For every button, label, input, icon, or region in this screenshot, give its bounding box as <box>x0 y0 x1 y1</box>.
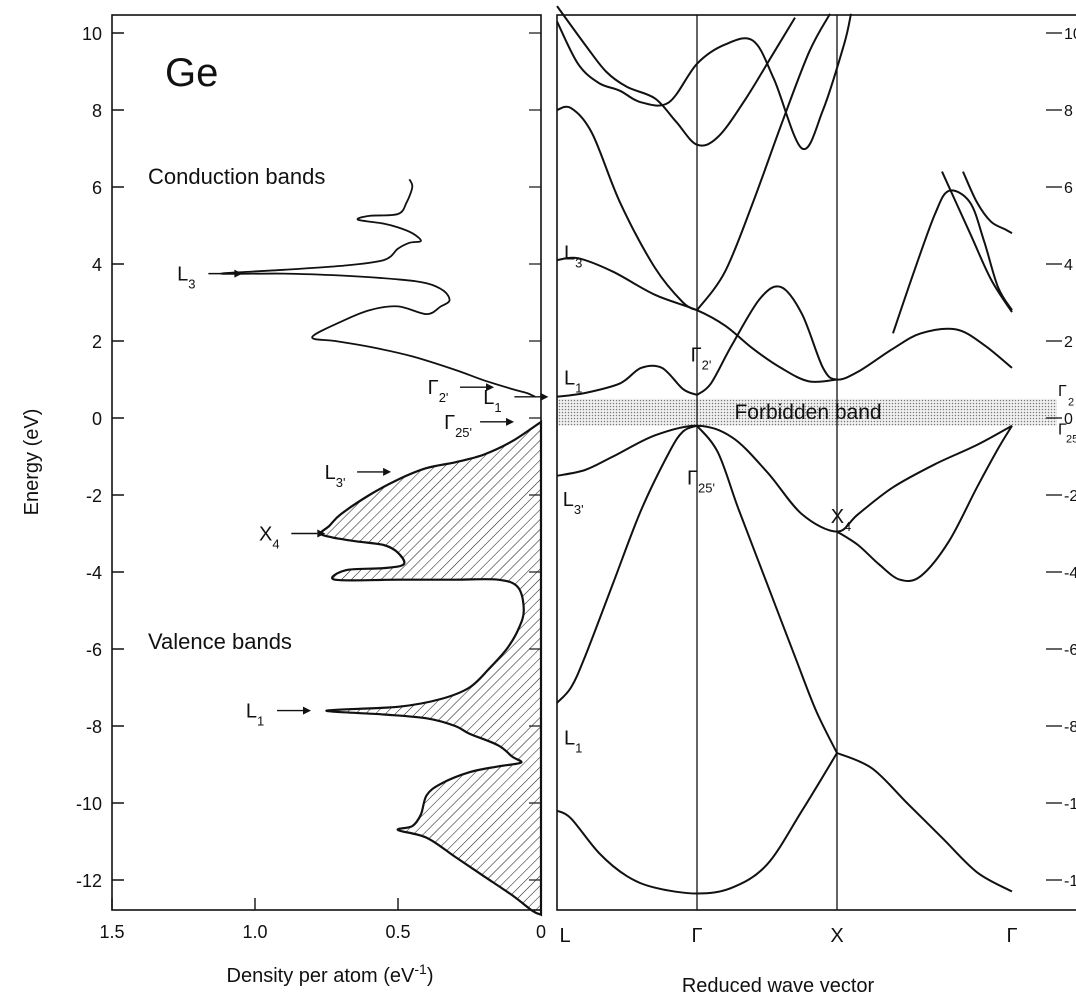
band-curves <box>556 5 1013 895</box>
band-right-tick-label: 2 <box>1064 334 1073 351</box>
dos-arrow-head <box>486 383 495 392</box>
dos-y-tick-label: -4 <box>86 563 102 583</box>
conduction-bands-label: Conduction bands <box>148 164 325 189</box>
y-axis-label: Energy (eV) <box>21 409 43 516</box>
dos-point-label: L1 <box>483 387 501 415</box>
valence-bands-label: Valence bands <box>148 629 292 654</box>
band-right-edge-label: Γ <box>1058 422 1067 439</box>
dos-arrow-head <box>303 706 311 715</box>
band-curve <box>556 752 838 895</box>
dos-y-tick-label: 10 <box>82 24 102 44</box>
band-curve <box>836 752 1013 893</box>
dos-x-tick-label: 1.5 <box>99 922 124 942</box>
band-right-edge-sub: 2 <box>1068 397 1074 409</box>
dos-y-tick-label: -2 <box>86 486 102 506</box>
band-curve <box>892 189 1013 334</box>
dos-y-axis: 10 8 6 4 2 0 -2 -4 -6 -8 -10 -12 <box>76 24 541 891</box>
dos-arrow-head <box>540 392 549 401</box>
band-right-tick-label: 8 <box>1064 103 1073 120</box>
band-point-label: L1 <box>564 728 582 756</box>
k-point-label: L <box>559 925 570 947</box>
dos-arrow-head <box>383 467 392 476</box>
dos-arrow-head <box>317 529 326 538</box>
dos-x-axis-label: Density per atom (eV-1) <box>227 961 434 987</box>
k-point-label: Γ <box>691 925 702 947</box>
dos-panel: 10 8 6 4 2 0 -2 -4 -6 -8 -10 -12 1.5 1.0 0.5 0 L3 Γ2' L1… <box>21 14 549 987</box>
band-panel-frame <box>556 14 1076 911</box>
band-right-tick-label: 10 <box>1064 26 1076 43</box>
band-annotations: L3 L1 Γ2' Γ25' L3' X4 L1 <box>563 242 852 755</box>
band-x-axis-label: Reduced wave vector <box>682 975 875 997</box>
dos-y-tick-label: 4 <box>92 255 102 275</box>
band-curve <box>962 171 1013 235</box>
dos-point-label: L3 <box>177 264 195 292</box>
dos-y-tick-label: 6 <box>92 178 102 198</box>
band-point-label: L3 <box>564 242 582 270</box>
dos-y-tick-label: -10 <box>76 794 102 814</box>
band-right-edge-sub: 25 <box>1066 433 1076 445</box>
dos-x-tick-label: 0 <box>536 922 546 942</box>
conduction-dos-curve <box>219 178 536 398</box>
band-right-tick-label: 4 <box>1064 257 1073 274</box>
band-right-tick-label: -6 <box>1064 642 1076 659</box>
dos-point-label: X4 <box>259 524 280 552</box>
band-right-tick-label: -10 <box>1064 796 1076 813</box>
dos-y-tick-label: -8 <box>86 717 102 737</box>
band-right-edge-label: Γ <box>1058 383 1067 400</box>
band-point-label: Γ25' <box>687 468 715 496</box>
band-curve <box>556 105 698 312</box>
band-right-tick-label: 6 <box>1064 180 1073 197</box>
dos-y-tick-label: 0 <box>92 409 102 429</box>
band-curve <box>556 424 1013 533</box>
dos-point-label: L3' <box>325 462 346 490</box>
valence-dos-area <box>319 419 543 917</box>
band-curve <box>941 171 1013 313</box>
band-curve <box>696 425 838 754</box>
forbidden-band-label: Forbidden band <box>734 401 881 424</box>
band-curve <box>556 424 698 704</box>
band-curve <box>556 364 698 398</box>
dos-point-label: Γ25' <box>444 412 472 440</box>
dos-arrow-head <box>506 417 515 426</box>
band-point-label: L3' <box>563 489 584 516</box>
band-right-tick-label: -2 <box>1064 488 1076 505</box>
band-right-tick-label: -8 <box>1064 719 1076 736</box>
band-point-label: L1 <box>564 368 582 396</box>
k-point-label: Γ <box>1006 925 1017 947</box>
dos-y-tick-label: -12 <box>76 871 102 891</box>
band-right-tick-label: 0 <box>1064 411 1073 428</box>
dos-x-axis: 1.5 1.0 0.5 0 <box>99 898 546 942</box>
band-curve <box>836 425 1013 583</box>
dos-y-tick-label: -6 <box>86 640 102 660</box>
dos-arrow-head <box>234 269 243 278</box>
element-label: Ge <box>165 51 218 95</box>
dos-y-tick-label: 8 <box>92 101 102 121</box>
band-curve <box>556 13 852 151</box>
dos-annotations: L3 Γ2' L1 Γ25' L3' X4 L1 <box>177 264 549 729</box>
band-curve <box>556 256 838 383</box>
dos-x-tick-label: 1.0 <box>242 922 267 942</box>
dos-point-label: Γ2' <box>428 377 449 405</box>
band-right-tick-label: -12 <box>1064 873 1076 890</box>
band-point-label: X4 <box>831 506 852 534</box>
band-curve <box>696 285 1013 396</box>
band-curve <box>556 5 796 147</box>
band-point-label: Γ2' <box>691 344 712 372</box>
forbidden-band-region <box>557 398 1057 426</box>
band-curve <box>696 13 831 311</box>
dos-x-tick-label: 0.5 <box>385 922 410 942</box>
k-point-label: X <box>830 925 843 947</box>
symmetry-lines <box>696 15 838 910</box>
band-right-tick-label: -4 <box>1064 565 1076 582</box>
dos-point-label: L1 <box>246 701 264 729</box>
dos-y-tick-label: 2 <box>92 332 102 352</box>
